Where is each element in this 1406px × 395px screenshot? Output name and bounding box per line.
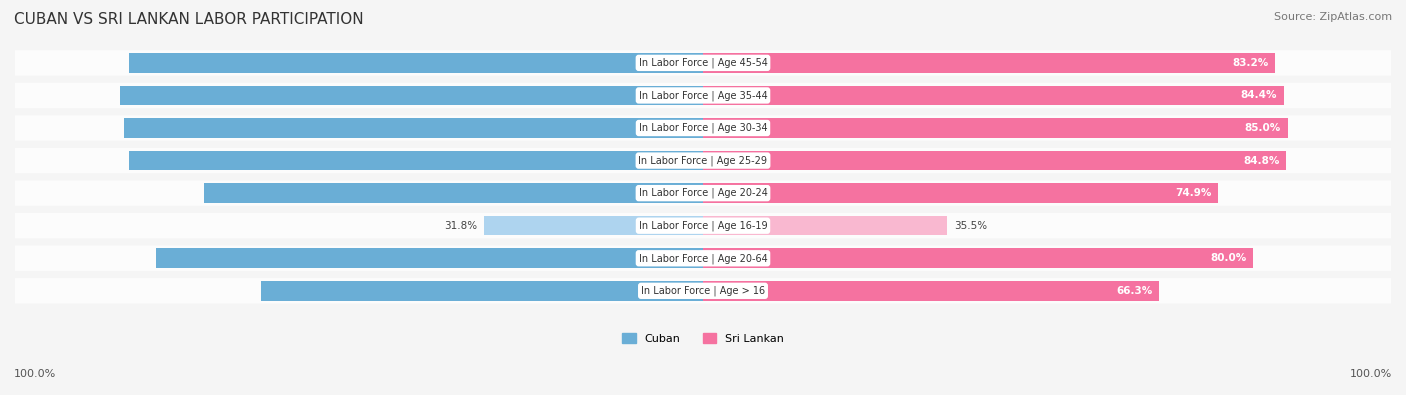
Legend: Cuban, Sri Lankan: Cuban, Sri Lankan bbox=[617, 329, 789, 348]
Text: 84.2%: 84.2% bbox=[652, 123, 689, 133]
Bar bbox=[703, 118, 1288, 138]
Text: 31.8%: 31.8% bbox=[444, 221, 477, 231]
Text: 79.5%: 79.5% bbox=[652, 253, 689, 263]
Text: 84.8%: 84.8% bbox=[652, 90, 689, 100]
Text: 35.5%: 35.5% bbox=[955, 221, 987, 231]
FancyBboxPatch shape bbox=[15, 278, 1391, 303]
Text: In Labor Force | Age 20-24: In Labor Force | Age 20-24 bbox=[638, 188, 768, 198]
Bar bbox=[262, 281, 703, 301]
Text: 64.2%: 64.2% bbox=[652, 286, 689, 296]
FancyBboxPatch shape bbox=[15, 115, 1391, 141]
Bar bbox=[703, 151, 1286, 170]
Bar bbox=[156, 248, 703, 268]
Text: 85.0%: 85.0% bbox=[1244, 123, 1281, 133]
Bar bbox=[120, 86, 703, 105]
Text: 74.9%: 74.9% bbox=[1175, 188, 1212, 198]
FancyBboxPatch shape bbox=[15, 83, 1391, 108]
Text: In Labor Force | Age 25-29: In Labor Force | Age 25-29 bbox=[638, 155, 768, 166]
Bar bbox=[128, 151, 703, 170]
FancyBboxPatch shape bbox=[15, 148, 1391, 173]
Text: In Labor Force | Age 16-19: In Labor Force | Age 16-19 bbox=[638, 220, 768, 231]
Bar bbox=[703, 216, 948, 235]
Text: In Labor Force | Age 30-34: In Labor Force | Age 30-34 bbox=[638, 123, 768, 133]
Bar bbox=[703, 183, 1219, 203]
FancyBboxPatch shape bbox=[15, 213, 1391, 239]
Text: 100.0%: 100.0% bbox=[1350, 369, 1392, 379]
Bar bbox=[484, 216, 703, 235]
Text: In Labor Force | Age 20-64: In Labor Force | Age 20-64 bbox=[638, 253, 768, 263]
Text: Source: ZipAtlas.com: Source: ZipAtlas.com bbox=[1274, 12, 1392, 22]
FancyBboxPatch shape bbox=[15, 181, 1391, 206]
Text: 72.5%: 72.5% bbox=[652, 188, 689, 198]
Bar bbox=[129, 53, 703, 73]
Text: 84.4%: 84.4% bbox=[1240, 90, 1277, 100]
Bar bbox=[703, 53, 1275, 73]
Text: 83.5%: 83.5% bbox=[652, 156, 689, 166]
Text: In Labor Force | Age 45-54: In Labor Force | Age 45-54 bbox=[638, 58, 768, 68]
Text: 83.4%: 83.4% bbox=[652, 58, 689, 68]
Bar bbox=[124, 118, 703, 138]
Bar bbox=[204, 183, 703, 203]
Text: 80.0%: 80.0% bbox=[1211, 253, 1247, 263]
Text: 84.8%: 84.8% bbox=[1243, 156, 1279, 166]
Text: CUBAN VS SRI LANKAN LABOR PARTICIPATION: CUBAN VS SRI LANKAN LABOR PARTICIPATION bbox=[14, 12, 364, 27]
Text: In Labor Force | Age 35-44: In Labor Force | Age 35-44 bbox=[638, 90, 768, 101]
FancyBboxPatch shape bbox=[15, 50, 1391, 75]
Text: 83.2%: 83.2% bbox=[1232, 58, 1268, 68]
Bar bbox=[703, 248, 1253, 268]
Bar bbox=[703, 86, 1284, 105]
Text: 100.0%: 100.0% bbox=[14, 369, 56, 379]
Text: 66.3%: 66.3% bbox=[1116, 286, 1153, 296]
FancyBboxPatch shape bbox=[15, 246, 1391, 271]
Bar bbox=[703, 281, 1159, 301]
Text: In Labor Force | Age > 16: In Labor Force | Age > 16 bbox=[641, 286, 765, 296]
